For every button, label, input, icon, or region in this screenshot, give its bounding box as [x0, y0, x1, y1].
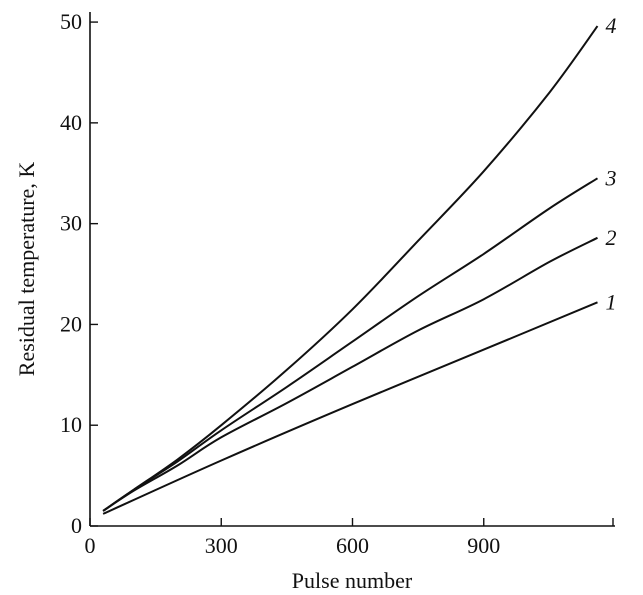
series-3-line — [102, 177, 599, 512]
series-3-label: 3 — [605, 165, 617, 190]
series-1-line — [102, 301, 598, 515]
y-tick-label: 50 — [60, 9, 82, 34]
series-lines — [102, 25, 599, 515]
y-axis-ticks: 0 10 20 30 40 50 — [60, 9, 98, 538]
y-axis-title: Residual temperature, K — [14, 162, 39, 377]
x-tick-label: 600 — [336, 533, 369, 558]
x-tick-label: 0 — [85, 533, 96, 558]
y-tick-label: 20 — [60, 311, 82, 336]
series-4-line — [102, 25, 599, 512]
y-tick-label: 40 — [60, 110, 82, 135]
x-axis-title: Pulse number — [292, 568, 413, 593]
series-4-label: 4 — [606, 13, 617, 38]
series-1-label: 1 — [606, 289, 617, 314]
y-tick-label: 0 — [71, 513, 82, 538]
series-labels: 1 2 3 4 — [605, 13, 617, 314]
series-2-label: 2 — [606, 225, 617, 250]
series-2-line — [102, 236, 598, 512]
y-tick-label: 30 — [60, 211, 82, 236]
x-axis-ticks: 0 300 600 900 — [85, 518, 614, 558]
y-tick-label: 10 — [60, 412, 82, 437]
x-tick-label: 900 — [467, 533, 500, 558]
x-tick-label: 300 — [205, 533, 238, 558]
